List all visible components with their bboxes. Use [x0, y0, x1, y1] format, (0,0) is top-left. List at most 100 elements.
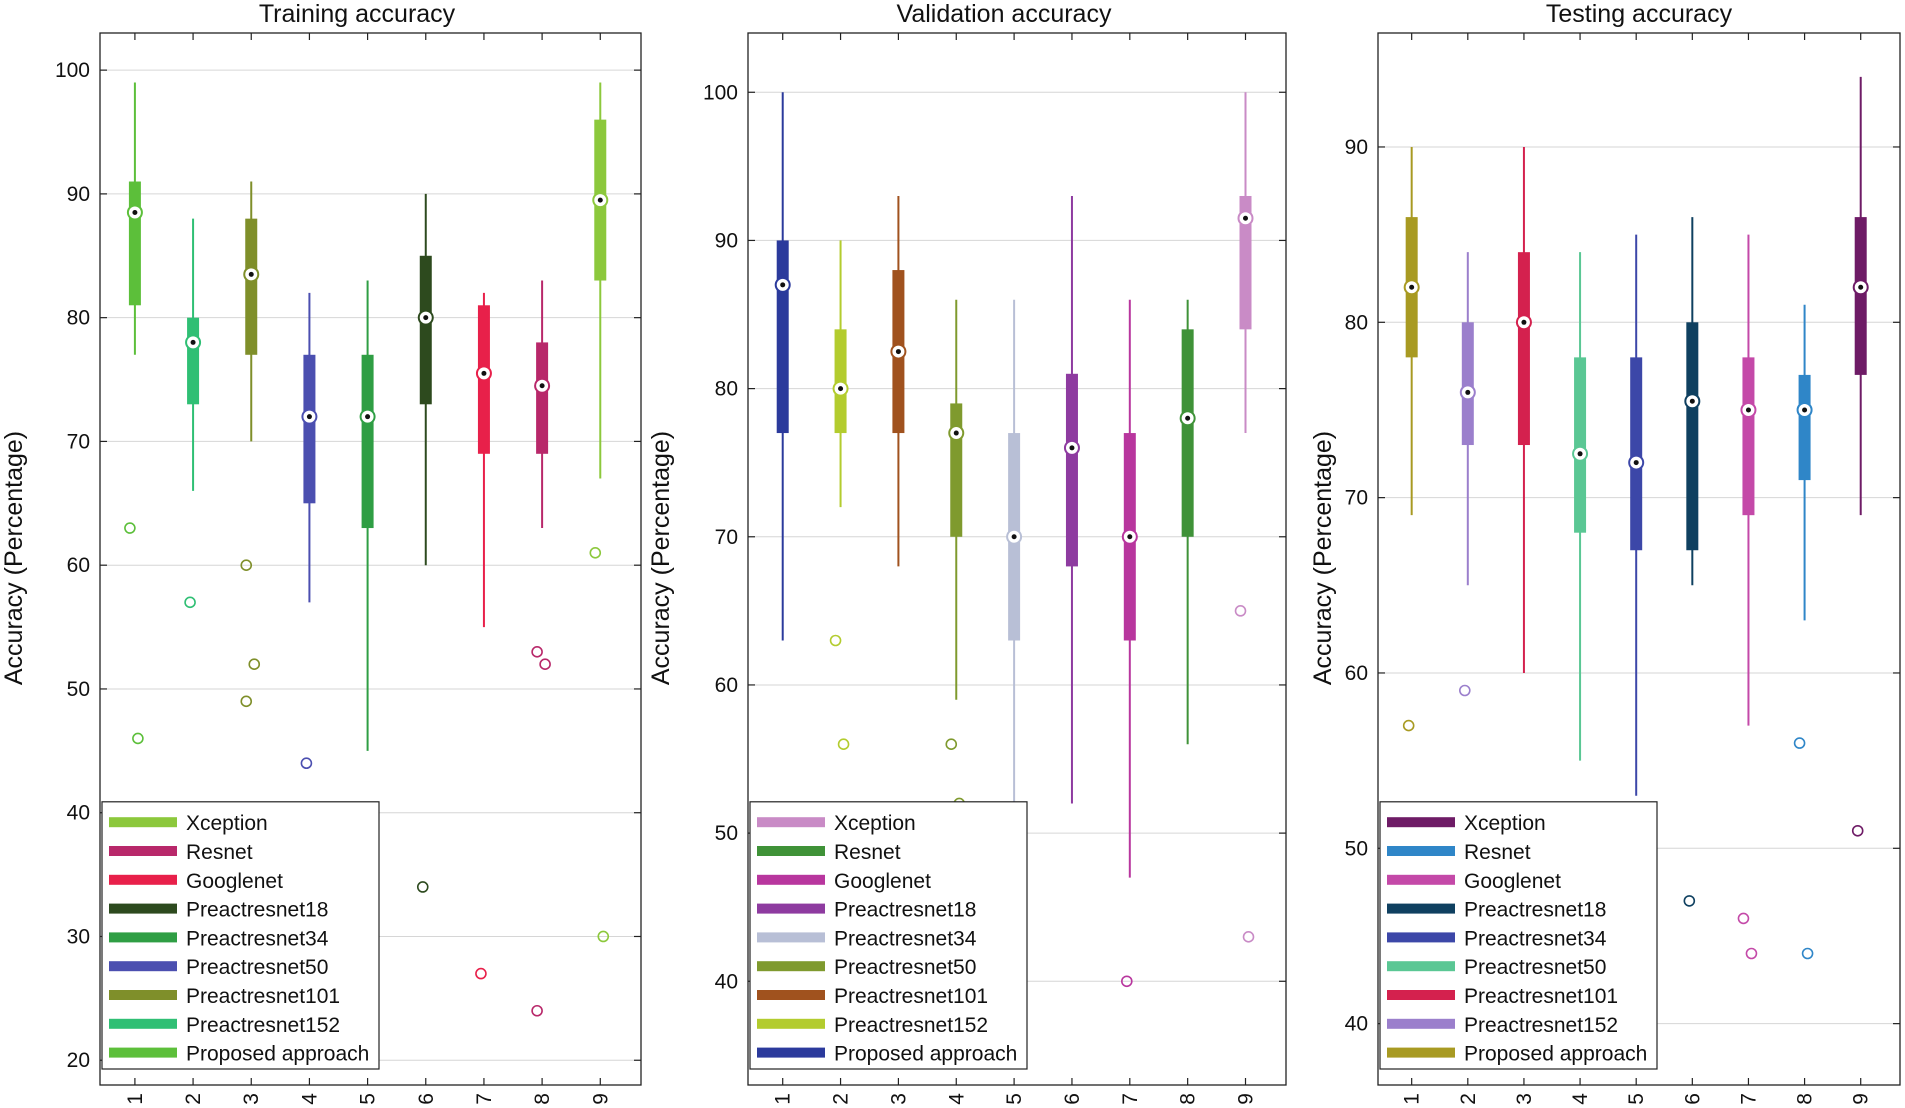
outlier-point	[124, 522, 136, 534]
legend-label: Preactresnet101	[186, 985, 340, 1008]
box-1	[1402, 146, 1420, 732]
box-6	[1063, 195, 1080, 804]
median-dot	[248, 271, 254, 277]
median-dot	[895, 349, 901, 355]
box	[245, 218, 258, 355]
median-dot	[1689, 398, 1695, 404]
y-tick-label: 50	[715, 822, 738, 845]
median-dot	[481, 370, 487, 376]
box-9	[589, 82, 610, 943]
chart-title: Validation accuracy	[897, 0, 1112, 28]
outlier-point	[132, 732, 144, 745]
y-tick-label: 50	[1345, 837, 1368, 860]
legend-label: Preactresnet50	[186, 956, 328, 979]
legend-swatch	[1387, 874, 1455, 885]
outlier-point	[184, 596, 196, 609]
box-8	[1179, 299, 1196, 745]
legend-swatch	[109, 932, 177, 943]
x-tick-label: 7	[1737, 1093, 1760, 1105]
x-tick-label: 8	[1794, 1093, 1817, 1105]
median-dot	[1185, 415, 1191, 421]
median-dot	[597, 197, 603, 203]
legend-swatch	[109, 874, 177, 885]
box	[128, 181, 141, 306]
legend-label: Proposed approach	[186, 1043, 369, 1066]
x-tick-label: 8	[1177, 1093, 1200, 1105]
outlier-point	[829, 634, 842, 647]
y-tick-label: 90	[1345, 136, 1368, 159]
y-tick-label: 60	[1345, 662, 1368, 685]
outlier-point	[475, 967, 487, 980]
y-tick-label: 80	[1345, 311, 1368, 334]
legend-swatch	[109, 990, 177, 1000]
x-tick-label: 5	[357, 1093, 380, 1105]
panel-marks: 40 50 60 70 80 90 1 2 3 4 5 6 7 8 9 Xception Resnet Googl…	[1345, 32, 1901, 1105]
x-tick-label: 4	[298, 1093, 321, 1105]
legend-label: Preactresnet101	[1464, 985, 1618, 1008]
x-tick-label: 6	[1061, 1093, 1084, 1105]
box-3	[890, 195, 907, 567]
legend-label: Xception	[186, 812, 268, 835]
x-tick-label: 6	[415, 1093, 438, 1105]
y-tick-label: 80	[67, 307, 90, 330]
chart-title: Testing accuracy	[1546, 0, 1733, 28]
outlier-point	[1793, 737, 1806, 749]
outlier-point	[1242, 931, 1255, 943]
chart-panel-testing: Testing accuracy Accuracy (Percentage) 4…	[1309, 0, 1901, 1105]
y-tick-label: 30	[67, 925, 90, 948]
box	[361, 354, 374, 529]
legend-label: Preactresnet18	[1464, 899, 1606, 922]
median-dot	[1521, 319, 1527, 325]
x-tick-label: 3	[240, 1093, 263, 1105]
median-dot	[306, 414, 312, 420]
box-2	[829, 240, 850, 751]
box-2	[184, 218, 202, 609]
outlier-point	[248, 658, 261, 671]
box-4	[300, 292, 318, 770]
median-dot	[1745, 407, 1751, 413]
legend-label: Preactresnet34	[1464, 927, 1607, 950]
median-dot	[1465, 389, 1471, 395]
box-9	[1851, 76, 1869, 837]
box-5	[359, 280, 376, 751]
outlier-point	[1851, 824, 1864, 837]
y-tick-label: 40	[67, 802, 90, 825]
outlier-point	[1745, 947, 1758, 960]
legend-swatch	[1387, 903, 1455, 914]
box	[776, 240, 789, 434]
legend-swatch	[757, 932, 825, 943]
box	[1461, 322, 1474, 446]
y-axis-label: Accuracy (Percentage)	[647, 431, 675, 685]
x-tick-label: 5	[1003, 1093, 1026, 1105]
box	[950, 403, 963, 537]
x-tick-label: 9	[1850, 1093, 1873, 1105]
x-tick-label: 9	[589, 1093, 612, 1105]
outlier-point	[531, 1004, 543, 1017]
box-1	[124, 82, 144, 745]
median-dot	[1127, 534, 1133, 540]
legend-swatch	[109, 1047, 177, 1058]
box	[1517, 252, 1530, 446]
legend-swatch	[757, 817, 825, 828]
legend-swatch	[757, 846, 825, 856]
x-tick-label: 4	[1569, 1093, 1592, 1105]
legend-label: Resnet	[1464, 841, 1531, 864]
box	[1574, 357, 1587, 533]
x-tick-label: 8	[531, 1093, 554, 1105]
box-7	[475, 292, 492, 980]
legend-label: Googlenet	[1464, 870, 1561, 893]
median-dot	[423, 315, 429, 321]
y-tick-label: 40	[1345, 1013, 1368, 1036]
chart-panel-training: Training accuracy Accuracy (Percentage) …	[0, 0, 642, 1105]
box	[419, 255, 432, 405]
legend-label: Preactresnet101	[834, 985, 988, 1008]
median-dot	[132, 209, 138, 215]
legend-swatch	[757, 961, 825, 972]
box-3	[240, 181, 261, 708]
legend-swatch	[757, 1047, 825, 1058]
axes-frame	[747, 32, 1287, 1086]
box-5	[1006, 299, 1023, 863]
y-tick-label: 90	[67, 183, 90, 206]
outlier-point	[240, 695, 253, 708]
legend-swatch	[1387, 817, 1455, 828]
